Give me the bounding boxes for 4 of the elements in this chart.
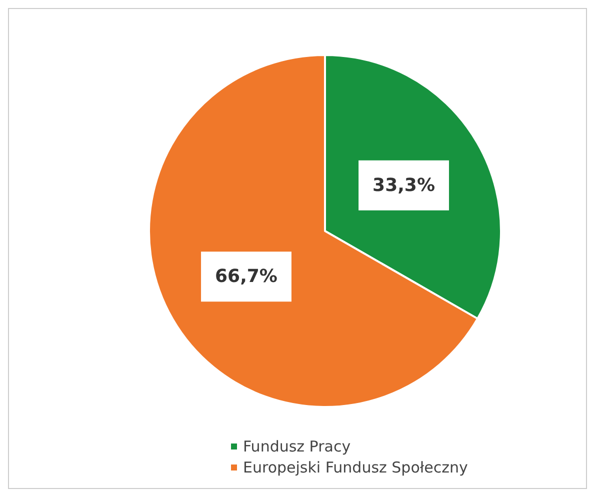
- data-label: 66,7%: [215, 266, 278, 288]
- legend-label: Fundusz Pracy: [243, 438, 351, 456]
- legend-label: Europejski Fundusz Społeczny: [243, 458, 468, 476]
- data-label: 33,3%: [372, 174, 435, 196]
